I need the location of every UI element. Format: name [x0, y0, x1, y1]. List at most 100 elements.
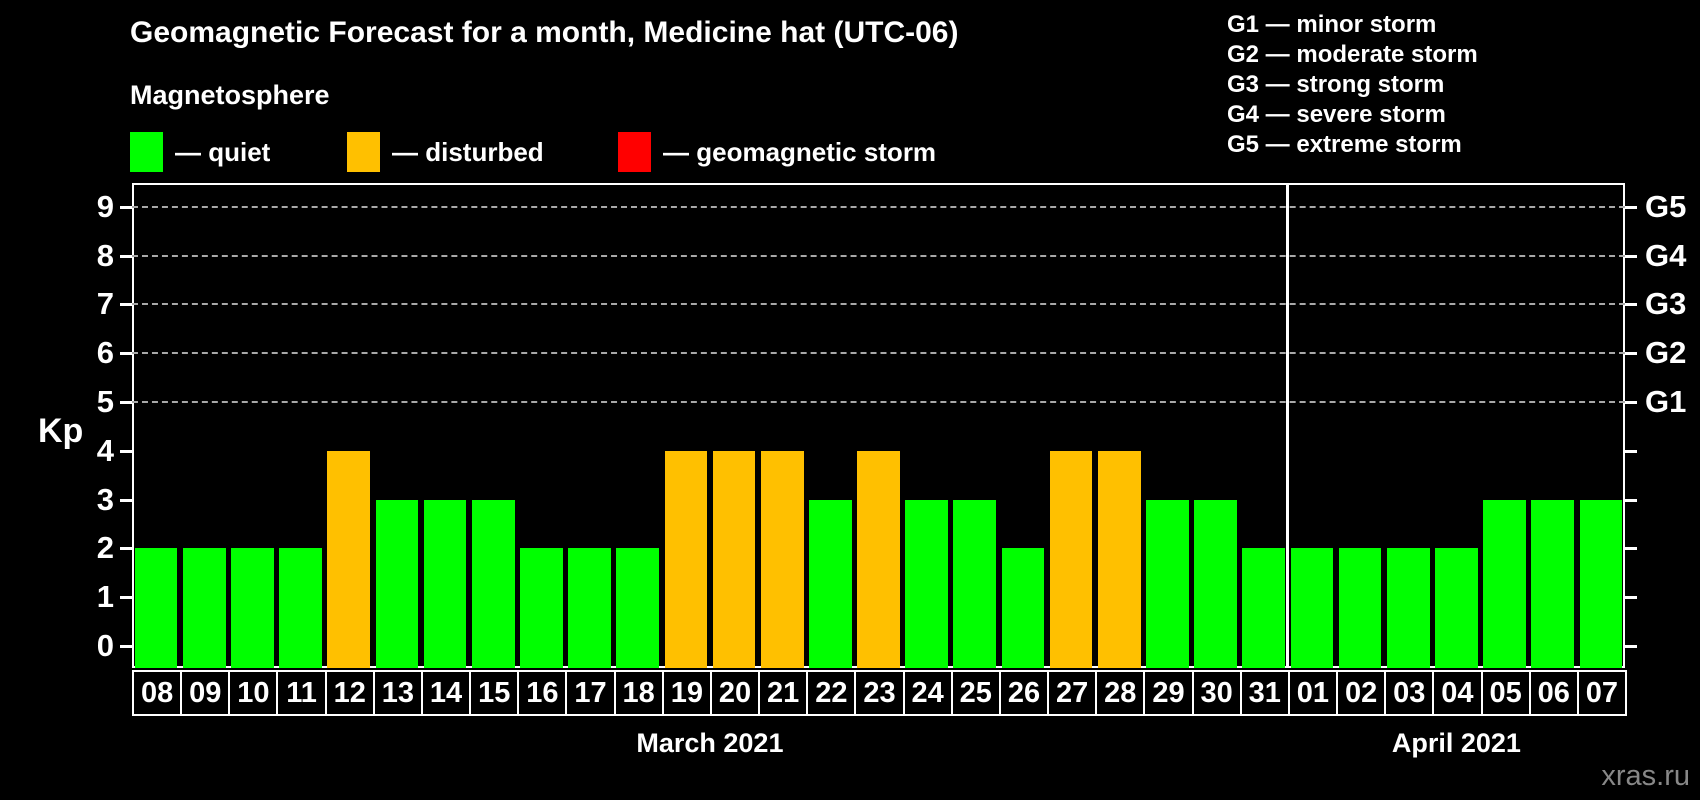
gridline-kp5	[132, 401, 1625, 403]
y-tick-left-8	[120, 254, 132, 258]
bar-day-12	[327, 450, 371, 668]
bar-day-24	[905, 499, 948, 668]
month-divider	[1286, 183, 1290, 668]
day-cell-19: 19	[661, 670, 712, 716]
y-axis-label: Kp	[38, 412, 84, 450]
legend-item-disturbed: — disturbed	[347, 131, 544, 173]
y-tick-left-3	[120, 498, 132, 502]
day-cell-27: 27	[1047, 670, 1098, 716]
day-cell-28: 28	[1095, 670, 1146, 716]
g-scale-label-g4: G4	[1645, 237, 1687, 273]
day-cell-15: 15	[469, 670, 520, 716]
day-cell-31: 31	[1239, 670, 1290, 716]
bar-day-04	[1435, 548, 1478, 668]
chart-title: Geomagnetic Forecast for a month, Medici…	[130, 16, 959, 49]
y-tick-right-1	[1625, 596, 1637, 600]
day-cell-25: 25	[950, 670, 1001, 716]
y-tick-left-7	[120, 303, 132, 307]
bar-day-23	[857, 450, 900, 668]
y-tick-label-6: 6	[96, 335, 114, 371]
y-tick-label-7: 7	[96, 286, 114, 322]
day-cell-26: 26	[998, 670, 1050, 716]
y-tick-right-7	[1625, 303, 1637, 307]
storm-scale-item-g3: G3 — strong storm	[1227, 71, 1445, 98]
day-cell-12: 12	[324, 670, 375, 716]
bar-day-18	[616, 548, 660, 668]
legend-label-quiet: — quiet	[175, 136, 271, 167]
y-tick-left-4	[120, 449, 132, 453]
bar-day-10	[231, 548, 274, 668]
day-cell-01: 01	[1287, 670, 1339, 716]
bar-day-22	[809, 499, 852, 668]
legend-label-disturbed: — disturbed	[392, 136, 544, 167]
gridline-kp8	[132, 254, 1625, 257]
bar-day-19	[664, 450, 708, 668]
bar-day-05	[1483, 499, 1526, 668]
bar-day-26	[1001, 548, 1045, 668]
bar-day-27	[1049, 450, 1093, 668]
day-cell-09: 09	[180, 670, 231, 716]
day-cell-21: 21	[758, 670, 809, 716]
day-cell-07: 07	[1576, 670, 1627, 716]
y-tick-label-9: 9	[96, 188, 114, 224]
storm-scale-item-g5: G5 — extreme storm	[1227, 131, 1462, 158]
bar-day-11	[279, 548, 322, 668]
bar-day-08	[134, 548, 178, 668]
day-cell-02: 02	[1336, 670, 1387, 716]
bar-day-14	[423, 499, 467, 668]
legend-item-quiet: — quiet	[130, 131, 270, 173]
storm-scale-legend: G1 — minor storm G2 — moderate storm G3 …	[1227, 10, 1478, 160]
storm-scale-item-g1: G1 — minor storm	[1227, 11, 1437, 38]
y-tick-label-3: 3	[96, 481, 114, 517]
y-tick-right-0	[1625, 645, 1637, 648]
bar-day-01	[1290, 548, 1334, 668]
bar-day-21	[760, 450, 804, 668]
y-tick-label-0: 0	[96, 628, 114, 663]
gridline-kp6	[132, 352, 1625, 355]
y-tick-label-1: 1	[96, 579, 114, 615]
day-cell-06: 06	[1528, 670, 1579, 716]
month-label-1: April 2021	[1391, 728, 1521, 758]
g-scale-label-g1: G1	[1645, 384, 1687, 419]
y-tick-left-5	[120, 401, 132, 404]
y-tick-left-6	[120, 352, 132, 356]
bar-day-09	[182, 548, 226, 668]
day-cell-30: 30	[1191, 670, 1242, 716]
bar-day-06	[1531, 499, 1575, 668]
g-scale-label-g2: G2	[1645, 335, 1687, 371]
day-cell-05: 05	[1480, 670, 1531, 716]
g-scale-label-g3: G3	[1645, 286, 1687, 322]
y-tick-left-0	[120, 645, 132, 648]
y-tick-label-8: 8	[96, 237, 114, 273]
bar-day-28	[1097, 450, 1141, 668]
day-cell-03: 03	[1384, 670, 1435, 716]
bar-day-30	[1194, 499, 1237, 668]
day-cell-24: 24	[902, 670, 953, 716]
bar-day-13	[375, 499, 419, 668]
bar-day-03	[1386, 548, 1430, 668]
day-cell-14: 14	[420, 670, 472, 716]
watermark: xras.ru	[1601, 760, 1690, 792]
bar-day-07	[1579, 499, 1623, 668]
legend-label-storm: — geomagnetic storm	[663, 136, 937, 167]
y-tick-right-4	[1625, 449, 1637, 453]
y-tick-right-3	[1625, 498, 1637, 502]
y-tick-right-2	[1625, 547, 1637, 551]
bar-day-15	[471, 499, 515, 668]
bar-day-20	[712, 450, 756, 668]
y-tick-right-6	[1625, 352, 1637, 356]
day-cell-16: 16	[517, 670, 568, 716]
y-tick-left-1	[120, 596, 132, 600]
y-tick-left-2	[120, 547, 132, 551]
y-tick-left-9	[120, 205, 132, 209]
disturbed-color-swatch	[347, 132, 380, 172]
y-tick-label-5: 5	[96, 384, 114, 419]
bar-day-16	[520, 548, 563, 668]
bar-day-17	[568, 548, 611, 668]
day-cell-29: 29	[1143, 670, 1194, 716]
day-cell-18: 18	[613, 670, 664, 716]
legend-item-storm: — geomagnetic storm	[618, 131, 936, 173]
g-scale-label-g5: G5	[1645, 188, 1687, 224]
